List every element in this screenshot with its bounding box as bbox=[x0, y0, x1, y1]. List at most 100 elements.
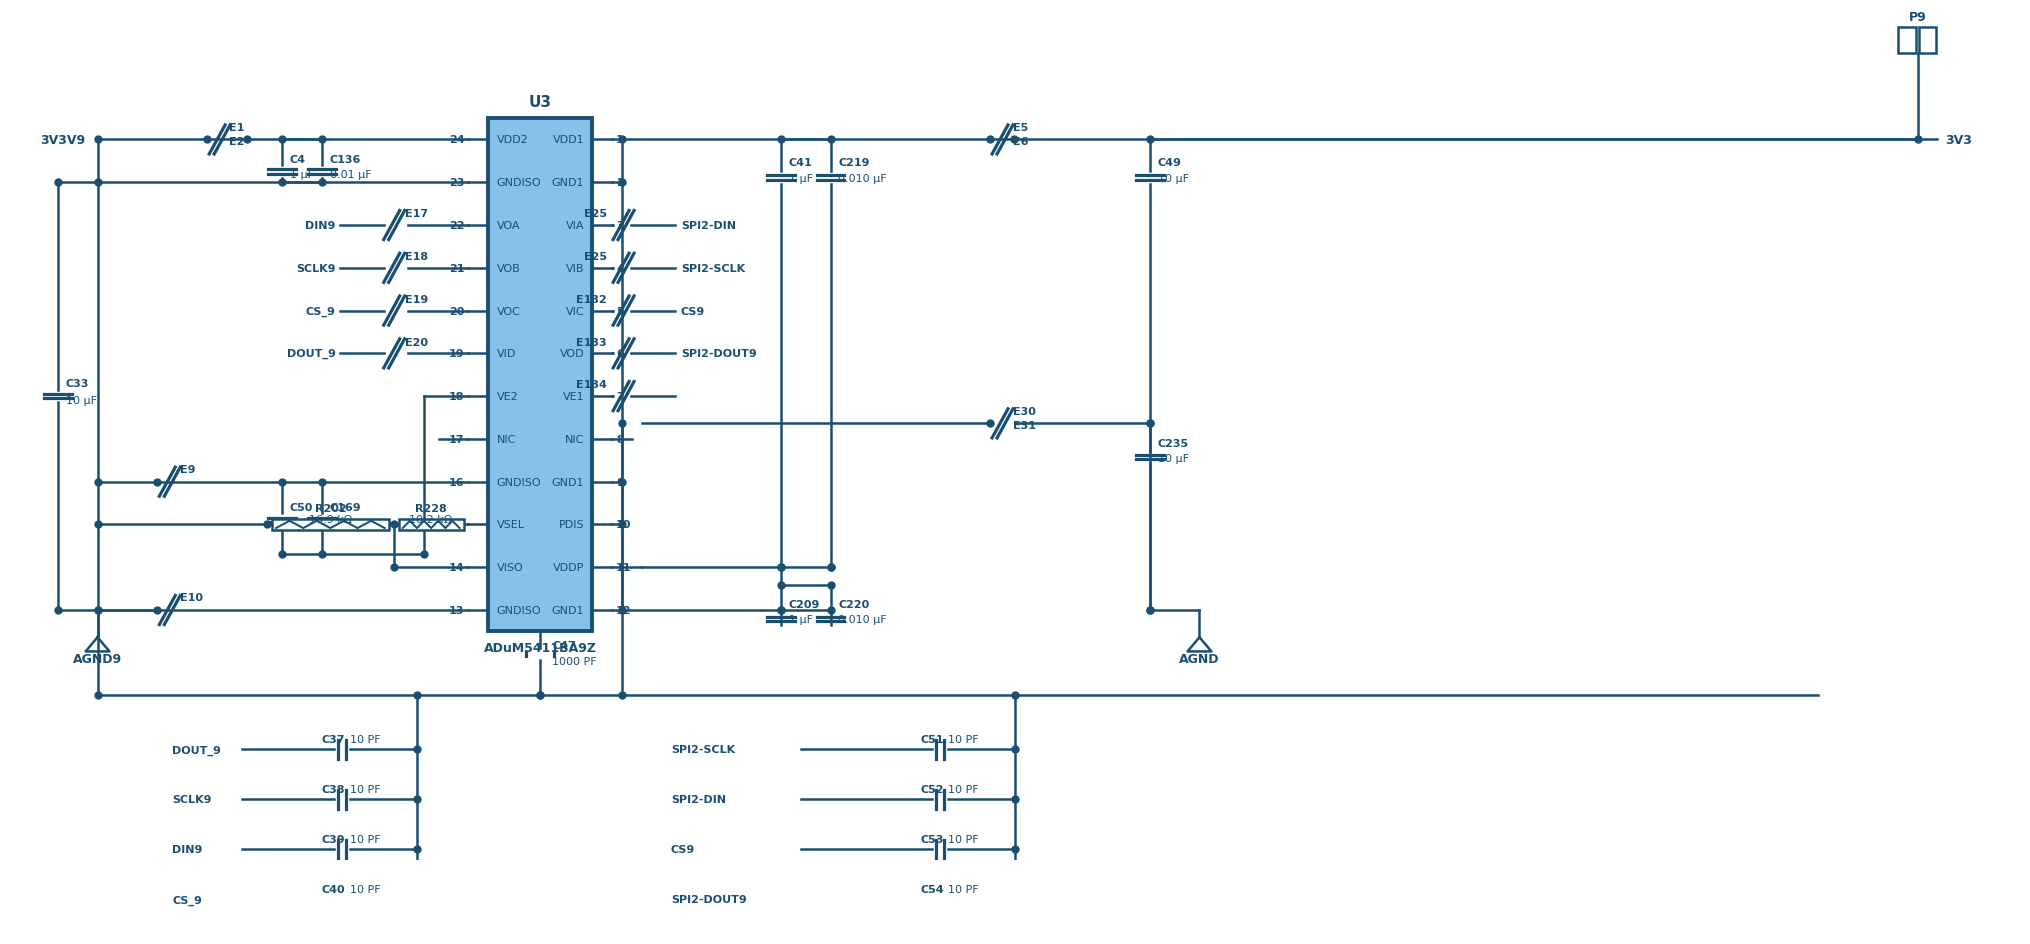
Text: 1: 1 bbox=[615, 135, 623, 145]
Text: 13: 13 bbox=[449, 605, 465, 615]
Text: GNDISO: GNDISO bbox=[497, 178, 542, 188]
Text: 7: 7 bbox=[615, 392, 623, 402]
Text: SPI2-SCLK: SPI2-SCLK bbox=[680, 263, 745, 274]
Text: NIC: NIC bbox=[564, 434, 585, 445]
Text: NIC: NIC bbox=[497, 434, 516, 445]
Text: AGND: AGND bbox=[995, 941, 1035, 944]
Text: 10 PF: 10 PF bbox=[948, 884, 978, 894]
Text: C235: C235 bbox=[1157, 439, 1190, 449]
Text: AGND: AGND bbox=[1179, 652, 1220, 666]
Text: C49: C49 bbox=[1157, 158, 1181, 168]
Text: DOUT_9: DOUT_9 bbox=[286, 349, 335, 359]
Text: 10.2 kΩ: 10.2 kΩ bbox=[410, 514, 453, 525]
Text: 3V3: 3V3 bbox=[1945, 134, 1973, 147]
Text: 9: 9 bbox=[615, 477, 623, 487]
Text: 0.010 μF: 0.010 μF bbox=[838, 174, 887, 183]
Text: C54: C54 bbox=[920, 884, 944, 894]
Text: 10 PF: 10 PF bbox=[948, 784, 978, 794]
Text: CS9: CS9 bbox=[672, 845, 694, 854]
Text: 10 μF: 10 μF bbox=[1157, 453, 1190, 464]
Text: AGND9: AGND9 bbox=[73, 652, 122, 666]
Text: C50: C50 bbox=[290, 502, 313, 513]
Text: E25: E25 bbox=[585, 252, 607, 261]
Text: R202: R202 bbox=[315, 503, 347, 514]
Text: SPI2-DOUT9: SPI2-DOUT9 bbox=[672, 895, 747, 904]
Text: 6: 6 bbox=[615, 349, 623, 359]
Text: C169: C169 bbox=[331, 502, 361, 513]
Text: VE1: VE1 bbox=[562, 392, 585, 402]
Text: E31: E31 bbox=[1013, 421, 1035, 430]
Text: VSEL: VSEL bbox=[497, 520, 524, 530]
Text: E5: E5 bbox=[1013, 123, 1029, 132]
Text: VE2: VE2 bbox=[497, 392, 518, 402]
Text: 22: 22 bbox=[449, 221, 465, 230]
Text: SPI2-SCLK: SPI2-SCLK bbox=[672, 745, 735, 754]
Text: C47: C47 bbox=[552, 640, 577, 650]
Text: VOD: VOD bbox=[560, 349, 585, 359]
Text: C41: C41 bbox=[788, 158, 812, 168]
Text: 4: 4 bbox=[615, 263, 623, 274]
Text: VOC: VOC bbox=[497, 306, 520, 316]
Text: 16.9 kΩ: 16.9 kΩ bbox=[309, 514, 351, 525]
Text: C53: C53 bbox=[920, 834, 944, 844]
Text: 23: 23 bbox=[449, 178, 465, 188]
Text: CS9: CS9 bbox=[680, 306, 704, 316]
Text: 1 μF: 1 μF bbox=[788, 615, 812, 624]
Text: VISO: VISO bbox=[497, 563, 524, 573]
Text: P9: P9 bbox=[1908, 10, 1926, 24]
Text: 24: 24 bbox=[449, 135, 465, 145]
Text: 3V3V9: 3V3V9 bbox=[41, 134, 85, 147]
Text: 10 PF: 10 PF bbox=[349, 834, 380, 844]
Text: DOUT_9: DOUT_9 bbox=[173, 745, 221, 755]
Text: E10: E10 bbox=[181, 593, 203, 602]
Text: R228: R228 bbox=[416, 503, 447, 514]
Text: 1 μF: 1 μF bbox=[788, 174, 812, 183]
Text: 3: 3 bbox=[615, 221, 623, 230]
Text: 10 PF: 10 PF bbox=[349, 733, 380, 744]
Bar bbox=[1918, 28, 1937, 54]
Text: VIB: VIB bbox=[566, 263, 585, 274]
Text: DIN9: DIN9 bbox=[173, 845, 203, 854]
Text: 8: 8 bbox=[615, 434, 623, 445]
Text: 0.01 μF: 0.01 μF bbox=[331, 170, 371, 179]
Text: VDD2: VDD2 bbox=[497, 135, 528, 145]
Text: VID: VID bbox=[497, 349, 516, 359]
Text: C38: C38 bbox=[323, 784, 345, 794]
Text: C52: C52 bbox=[920, 784, 944, 794]
Text: 2: 2 bbox=[615, 178, 623, 188]
Text: C39: C39 bbox=[323, 834, 345, 844]
Text: VDD1: VDD1 bbox=[552, 135, 585, 145]
Text: C37: C37 bbox=[323, 733, 345, 744]
Text: SPI2-DOUT9: SPI2-DOUT9 bbox=[680, 349, 757, 359]
Text: 19: 19 bbox=[449, 349, 465, 359]
Text: 14: 14 bbox=[449, 563, 465, 573]
Text: C219: C219 bbox=[838, 158, 871, 168]
Text: GNDISO: GNDISO bbox=[497, 605, 542, 615]
Text: E132: E132 bbox=[577, 295, 607, 304]
Text: 17: 17 bbox=[449, 434, 465, 445]
Text: 1000 PF: 1000 PF bbox=[552, 657, 597, 666]
Text: 10 PF: 10 PF bbox=[349, 784, 380, 794]
Text: E20: E20 bbox=[404, 337, 428, 347]
Text: E2: E2 bbox=[229, 137, 244, 147]
Text: E17: E17 bbox=[404, 209, 428, 219]
Text: E133: E133 bbox=[577, 337, 607, 347]
Text: GND1: GND1 bbox=[552, 477, 585, 487]
Text: SPI2-DIN: SPI2-DIN bbox=[672, 795, 727, 804]
Text: SCLK9: SCLK9 bbox=[296, 263, 335, 274]
Text: C33: C33 bbox=[65, 379, 89, 389]
Text: E18: E18 bbox=[404, 252, 428, 261]
Text: SPI2-DIN: SPI2-DIN bbox=[680, 221, 737, 230]
Text: 12: 12 bbox=[615, 605, 631, 615]
Text: GNDISO: GNDISO bbox=[497, 477, 542, 487]
Text: PDIS: PDIS bbox=[558, 520, 585, 530]
Text: CS_9: CS_9 bbox=[307, 306, 335, 316]
Text: VOA: VOA bbox=[497, 221, 520, 230]
Text: 0.01 μF: 0.01 μF bbox=[331, 521, 371, 531]
Text: DIN9: DIN9 bbox=[304, 221, 335, 230]
Text: 1 μF: 1 μF bbox=[290, 521, 315, 531]
Text: 21: 21 bbox=[449, 263, 465, 274]
Text: 10 μF: 10 μF bbox=[1157, 174, 1190, 183]
Text: E30: E30 bbox=[1013, 406, 1035, 416]
Bar bbox=[272, 519, 388, 531]
